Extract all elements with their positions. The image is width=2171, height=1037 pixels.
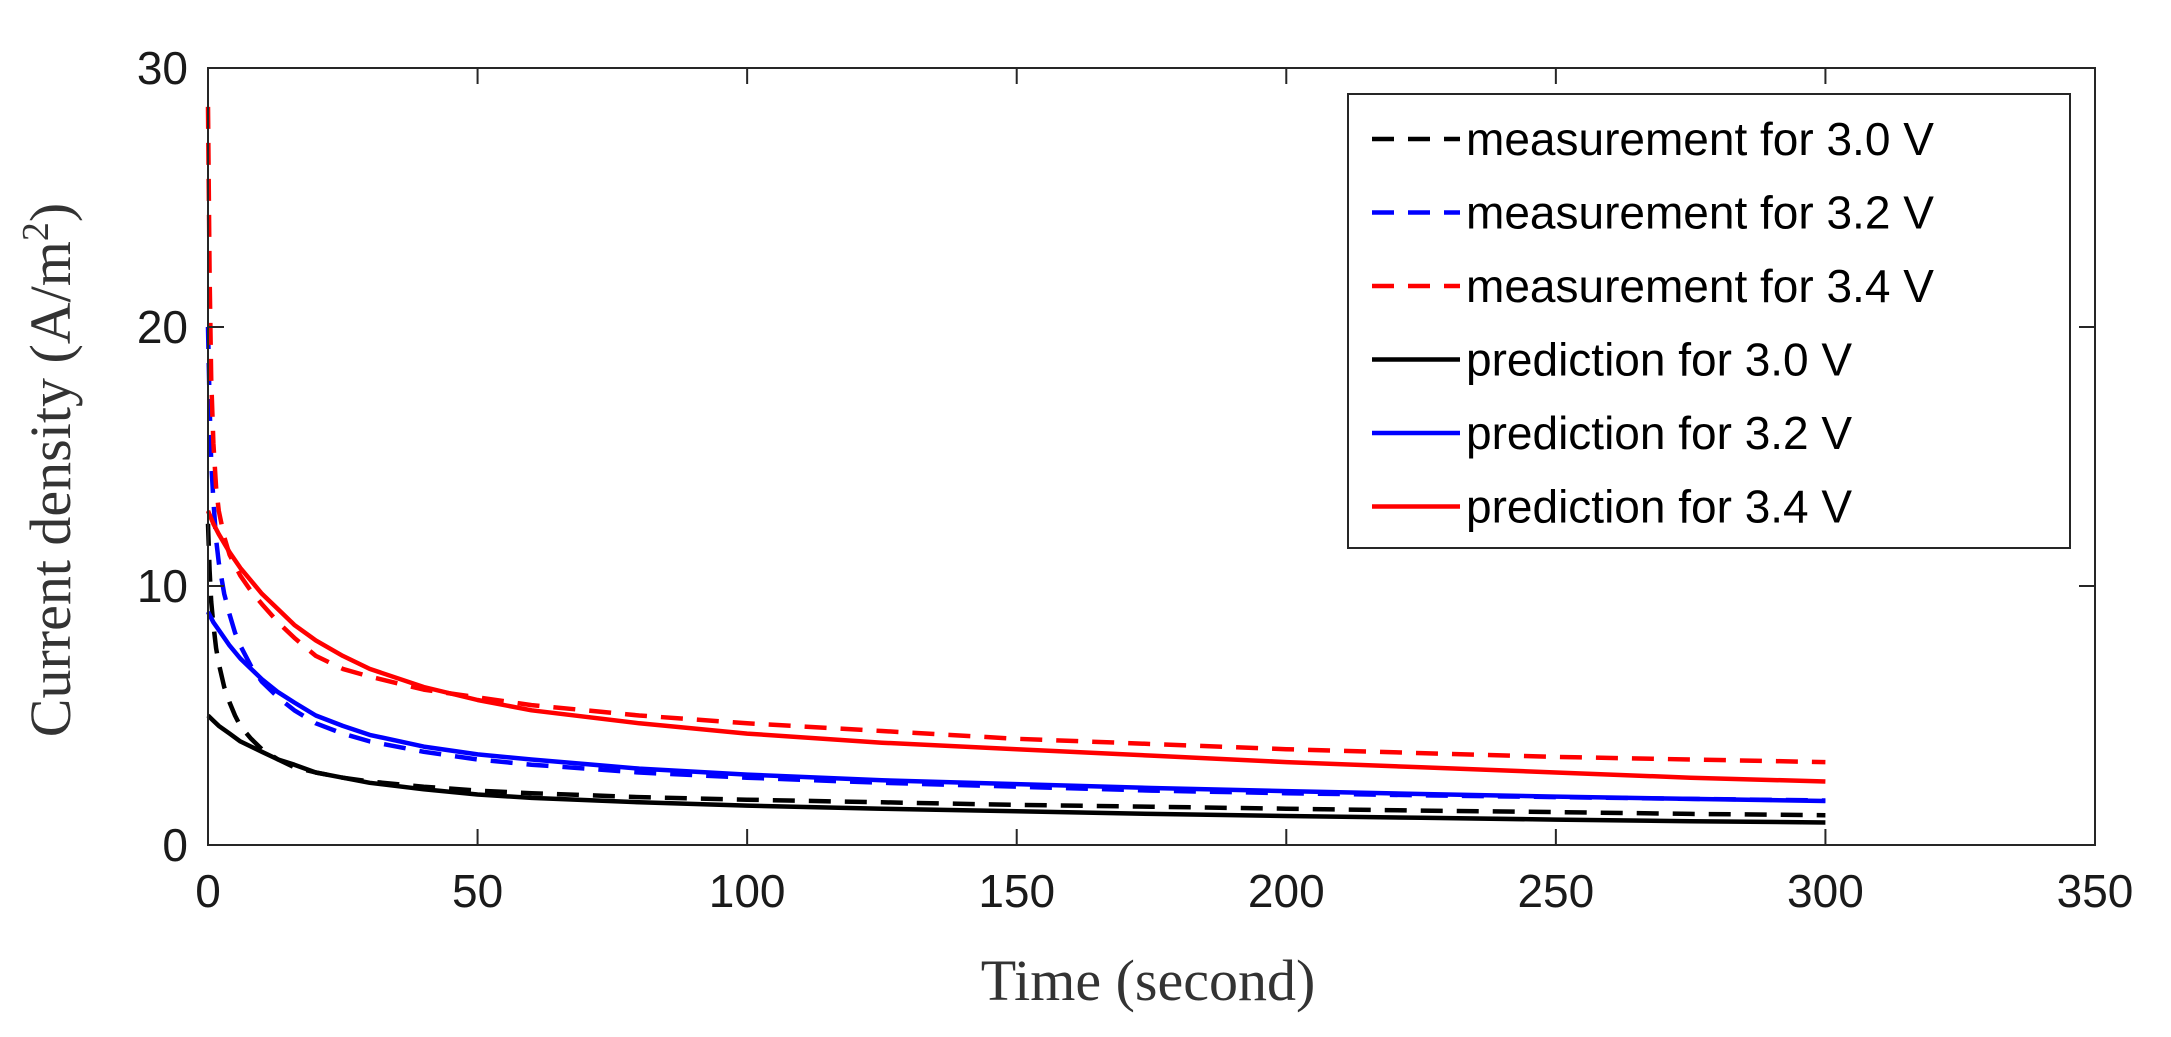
- series-line-4: [206, 713, 1826, 825]
- y-axis-title-superscript: 2: [15, 222, 57, 241]
- x-axis-title: Time (second): [981, 948, 1316, 1013]
- axes-box: [207, 67, 2096, 846]
- legend: measurement for 3.0 V measurement for 3.2…: [1347, 93, 2071, 549]
- series-line-6: [205, 510, 1826, 784]
- legend-label-5: prediction for 3.2 V: [1466, 407, 1852, 459]
- legend-label-1: measurement for 3.0 V: [1466, 113, 1934, 165]
- series-layer: [205, 106, 1826, 825]
- x-tick-label: 100: [709, 865, 786, 917]
- series-line-3: [205, 106, 1826, 765]
- x-tick-label: 300: [1787, 865, 1864, 917]
- y-axis-title: Current density (A/m2): [15, 203, 83, 737]
- legend-label-4: prediction for 3.0 V: [1466, 334, 1852, 386]
- axes-layer: 0 50 100 150 200 250 300 350 0 10 20 30: [137, 42, 2134, 917]
- legend-label-6: prediction for 3.4 V: [1466, 481, 1852, 533]
- y-tick-label: 0: [162, 819, 188, 871]
- y-axis-title-close: ): [18, 203, 83, 222]
- legend-box: [1347, 93, 2071, 549]
- series-line-2: [205, 326, 1826, 803]
- x-tick-label: 150: [978, 865, 1055, 917]
- y-tick-label: 30: [137, 42, 188, 94]
- y-tick-label: 10: [137, 560, 188, 612]
- y-axis-title-main: Current density (A/m: [18, 241, 83, 737]
- x-tick-label: 0: [195, 865, 221, 917]
- series-line-1: [205, 523, 1826, 818]
- series-line-5: [206, 610, 1826, 804]
- x-tick-label: 50: [452, 865, 503, 917]
- legend-label-3: measurement for 3.4 V: [1466, 260, 1934, 312]
- x-tick-label: 250: [1517, 865, 1594, 917]
- y-tick-label: 20: [137, 301, 188, 353]
- x-tick-label: 200: [1248, 865, 1325, 917]
- x-tick-label: 350: [2057, 865, 2134, 917]
- legend-label-2: measurement for 3.2 V: [1466, 187, 1934, 239]
